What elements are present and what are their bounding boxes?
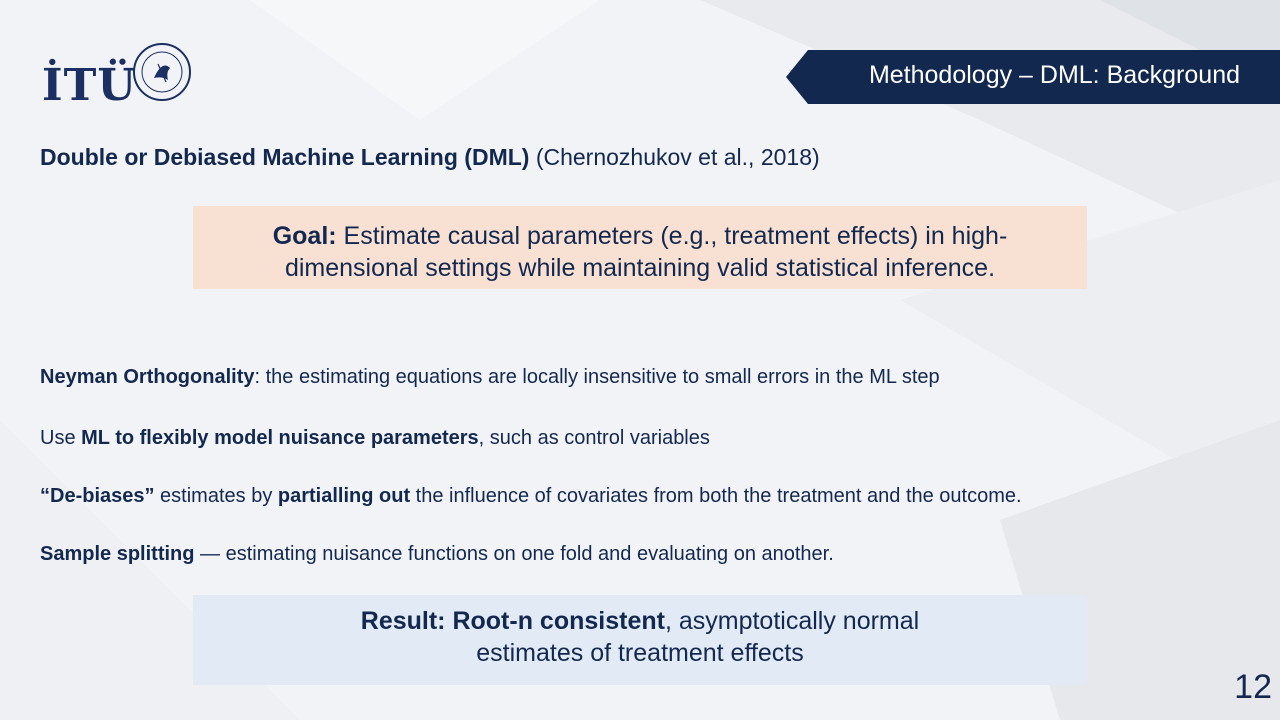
bullet-sample-splitting: Sample splitting — estimating nuisance f… (40, 543, 834, 566)
bullet-text: , such as control variables (478, 427, 710, 449)
bullet-text: the influence of covariates from both th… (410, 485, 1022, 507)
result-line-1: Result: Root-n consistent, asymptoticall… (193, 605, 1087, 637)
title-banner: Methodology – DML: Background (786, 50, 1280, 104)
goal-line-1: Goal: Estimate causal parameters (e.g., … (193, 220, 1087, 252)
slide-title: Methodology – DML: Background (868, 61, 1240, 89)
section-heading: Double or Debiased Machine Learning (DML… (40, 144, 820, 171)
bullet-bold: “De-biases” (40, 485, 155, 507)
bullet-text: : the estimating equations are locally i… (254, 366, 940, 388)
bullet-bold: ML to flexibly model nuisance parameters (81, 427, 479, 449)
university-seal-icon (133, 43, 191, 101)
result-label: Result: Root-n consistent (360, 607, 665, 635)
bullet-ml-nuisance: Use ML to flexibly model nuisance parame… (40, 427, 710, 450)
result-text-1: , asymptotically normal (664, 607, 920, 635)
itu-logo: İTÜ (42, 42, 191, 116)
bullet-text: estimates by (154, 485, 278, 507)
bullet-bold: Sample splitting (40, 543, 195, 565)
bullet-prefix: Use (40, 427, 82, 449)
bullet-neyman: Neyman Orthogonality: the estimating equ… (40, 366, 940, 389)
heading-bold: Double or Debiased Machine Learning (DML… (40, 144, 530, 170)
result-line-2: estimates of treatment effects (476, 639, 804, 667)
goal-text-1: Estimate causal parameters (e.g., treatm… (336, 222, 1008, 250)
result-box: Result: Root-n consistent, asymptoticall… (193, 595, 1087, 685)
goal-box: Goal: Estimate causal parameters (e.g., … (193, 206, 1087, 289)
bullet-debiases: “De-biases” estimates by partialling out… (40, 485, 1022, 508)
heading-citation: (Chernozhukov et al., 2018) (529, 144, 820, 170)
goal-line-2: dimensional settings while maintaining v… (284, 254, 996, 282)
bullet-bold: Neyman Orthogonality (40, 366, 255, 388)
goal-label: Goal: (272, 222, 337, 250)
logo-text: İTÜ (42, 60, 137, 111)
bullet-bold: partialling out (277, 485, 411, 507)
bullet-text: — estimating nuisance functions on one f… (194, 543, 834, 565)
page-number: 12 (1234, 668, 1272, 706)
